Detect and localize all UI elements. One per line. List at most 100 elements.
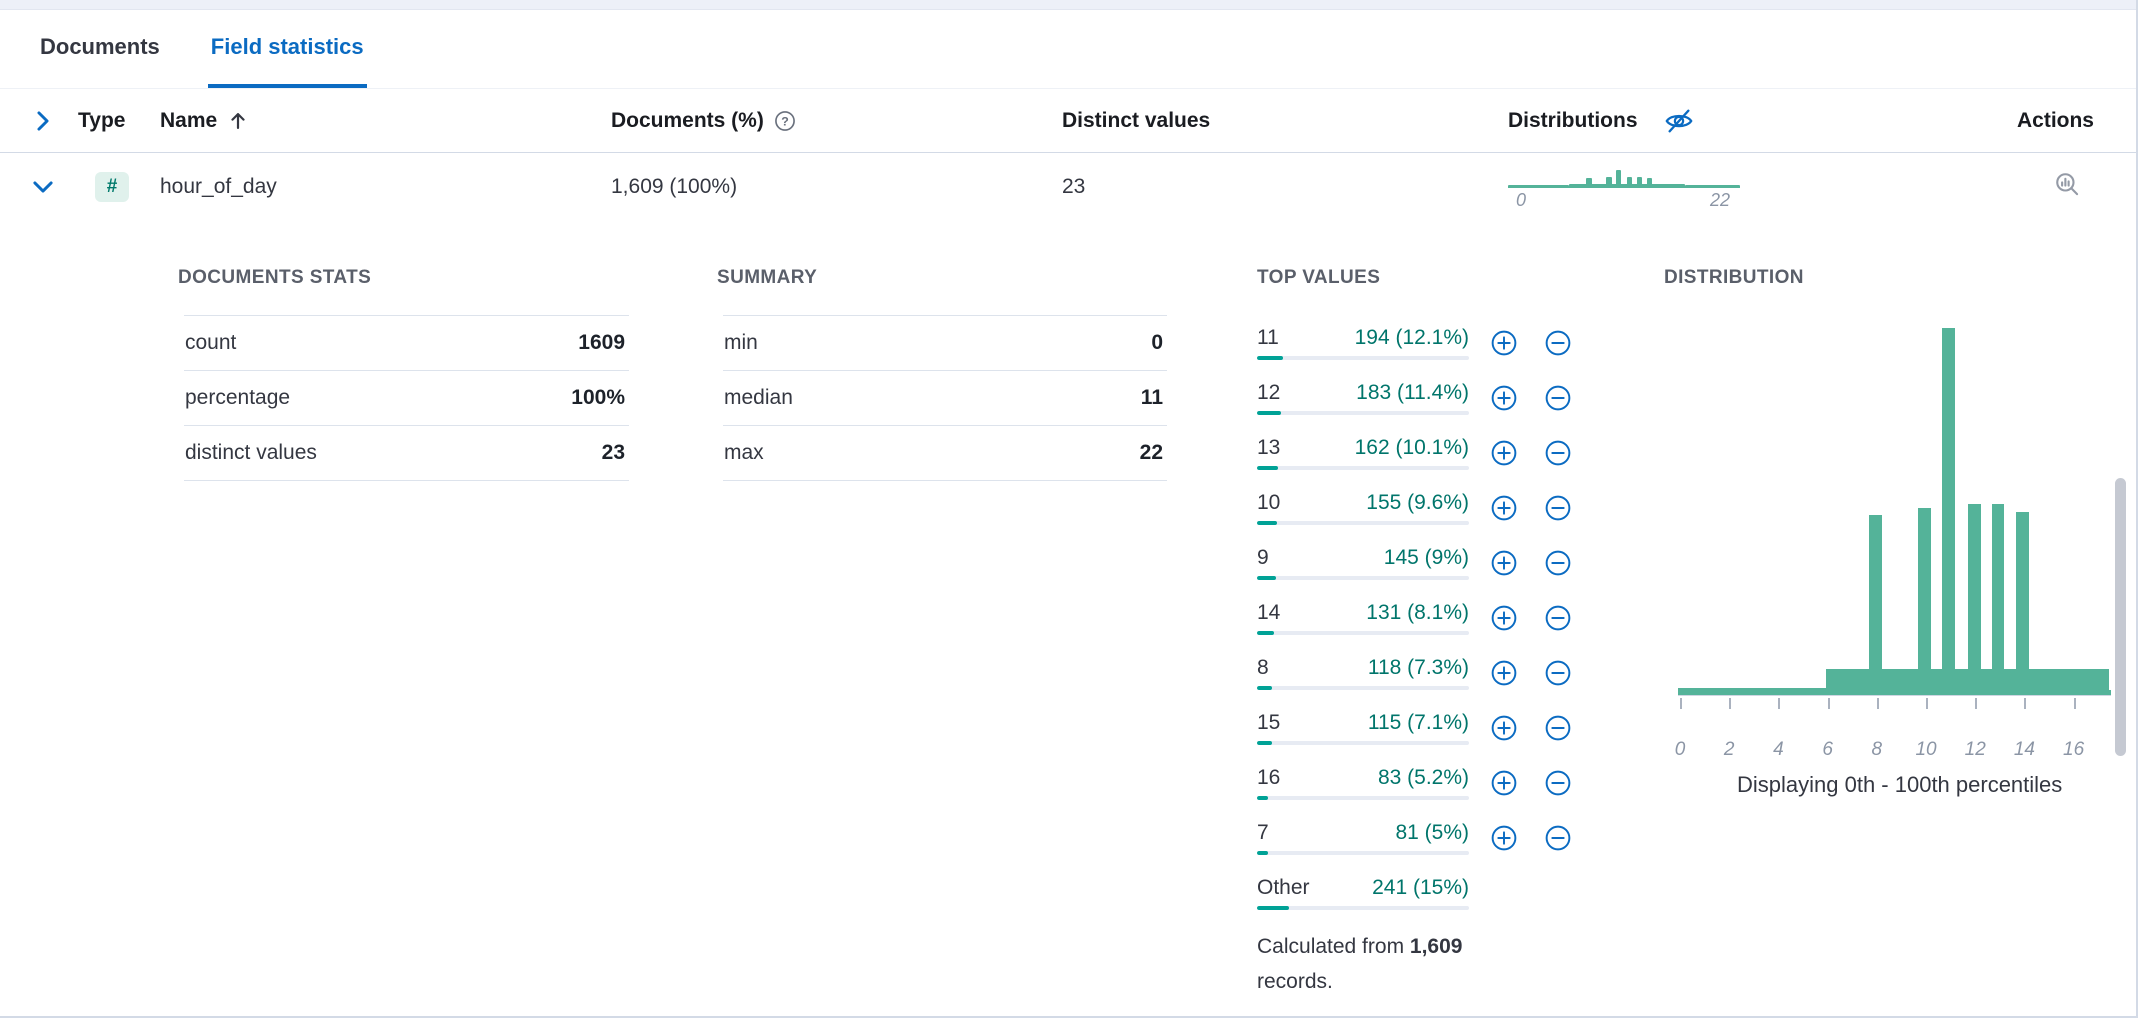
col-header-actions-label: Actions: [2016, 108, 2094, 132]
top-value-count-link[interactable]: 145 (9%): [1383, 546, 1469, 569]
filter-out-icon[interactable]: [1545, 385, 1571, 411]
panel-bottom-border: [0, 1016, 2138, 1018]
top-value-bar: [1257, 466, 1469, 470]
top-value-count-link[interactable]: 81 (5%): [1395, 821, 1469, 844]
histogram-bar: [1991, 504, 2004, 695]
field-details-panel: DOCUMENTS STATS count 1609 percentage 100% d…: [0, 221, 2138, 1018]
col-header-type[interactable]: Type: [78, 109, 160, 133]
filter-for-icon[interactable]: [1491, 495, 1517, 521]
filter-for-icon[interactable]: [1491, 605, 1517, 631]
sparkline-bar: [1636, 177, 1642, 188]
sparkline-axis-labels: 0 22: [1508, 190, 1740, 211]
axis-tick-label: 2: [1723, 739, 1735, 760]
top-value-key: 7: [1257, 821, 1269, 844]
footnote-count: 1,609: [1409, 935, 1463, 958]
filter-for-icon[interactable]: [1491, 825, 1517, 851]
distribution-title: DISTRIBUTION: [1664, 267, 1804, 288]
stats-row: min 0: [723, 316, 1167, 371]
top-value-key: 9: [1257, 546, 1269, 569]
histogram-bar: [1942, 328, 1955, 695]
col-header-documents[interactable]: Documents (%) ?: [611, 109, 1062, 133]
footnote-suffix: records.: [1257, 969, 1333, 993]
top-value-bar: [1257, 906, 1469, 910]
axis-tick: [1778, 698, 1781, 709]
tab-field-statistics[interactable]: Field statistics: [207, 10, 367, 88]
stats-row: percentage 100%: [184, 371, 629, 426]
filter-for-icon[interactable]: [1491, 660, 1517, 686]
axis-tick-label: 10: [1915, 739, 1937, 760]
stat-label: median: [724, 386, 793, 409]
top-value-bar: [1257, 411, 1469, 415]
filter-out-icon[interactable]: [1545, 440, 1571, 466]
axis-tick: [1876, 698, 1879, 709]
top-value-count-link[interactable]: 115 (7.1%): [1367, 711, 1469, 734]
col-header-name[interactable]: Name: [160, 109, 611, 133]
top-value-count-link[interactable]: 162 (10.1%): [1354, 436, 1469, 459]
distributions-visibility-icon[interactable]: [1664, 106, 1694, 136]
histogram-bar: [2108, 689, 2111, 695]
top-value-item: 10 155 (9.6%): [1257, 486, 1597, 541]
axis-tick: [1827, 698, 1830, 709]
field-name: hour_of_day: [160, 175, 277, 198]
filter-out-icon[interactable]: [1545, 330, 1571, 356]
stats-row: distinct values 23: [184, 426, 629, 481]
top-value-key: 16: [1257, 766, 1281, 789]
filter-out-icon[interactable]: [1545, 605, 1571, 631]
filter-out-icon[interactable]: [1545, 715, 1571, 741]
summary-title: SUMMARY: [717, 267, 818, 288]
filter-for-icon[interactable]: [1491, 715, 1517, 741]
filter-out-icon[interactable]: [1545, 495, 1571, 521]
filter-for-icon[interactable]: [1491, 440, 1517, 466]
top-value-count-link[interactable]: 155 (9.6%): [1366, 491, 1469, 514]
filter-for-icon[interactable]: [1491, 550, 1517, 576]
axis-tick-label: 14: [2013, 739, 2035, 760]
stats-row: median 11: [723, 371, 1167, 426]
top-value-count-link[interactable]: 118 (7.3%): [1367, 656, 1469, 679]
filter-for-icon[interactable]: [1491, 330, 1517, 356]
col-header-distinct[interactable]: Distinct values: [1062, 109, 1508, 133]
page-background-strip: [0, 0, 2138, 10]
stat-label: distinct values: [185, 441, 317, 464]
sort-ascending-icon[interactable]: [227, 110, 249, 132]
top-value-item: Other 241 (15%): [1257, 871, 1597, 926]
summary-table: min 0 median 11 max 22: [723, 315, 1167, 481]
tab-bar: Documents Field statistics: [0, 10, 2138, 89]
axis-tick: [1729, 698, 1732, 709]
filter-out-icon[interactable]: [1545, 550, 1571, 576]
documents-stats-section: DOCUMENTS STATS count 1609 percentage 100% d…: [178, 267, 638, 481]
distribution-chart: 0 2 4 6 8 10 12 14 16 Displaying 0th - 100th per…: [1675, 328, 2111, 797]
top-value-count-link[interactable]: 83 (5.2%): [1377, 766, 1469, 789]
filter-for-icon[interactable]: [1491, 770, 1517, 796]
axis-tick: [1926, 698, 1929, 709]
stats-row: max 22: [723, 426, 1167, 481]
vertical-scrollbar[interactable]: [2115, 478, 2126, 756]
axis-tick-label: 6: [1822, 739, 1833, 760]
expand-all-icon[interactable]: [30, 108, 56, 134]
collapse-row-icon[interactable]: [30, 174, 56, 200]
top-values-title: TOP VALUES: [1257, 267, 1381, 288]
top-value-count-link[interactable]: 131 (8.1%): [1366, 601, 1469, 624]
distribution-histogram: [1678, 328, 2111, 696]
axis-tick: [2024, 698, 2027, 709]
field-row-hour-of-day[interactable]: # hour_of_day 1,609 (100%) 23 0 22: [0, 153, 2138, 221]
top-value-count-link[interactable]: 194 (12.1%): [1354, 326, 1469, 349]
top-value-item: 13 162 (10.1%): [1257, 431, 1597, 486]
filter-for-icon[interactable]: [1491, 385, 1517, 411]
filter-out-icon[interactable]: [1545, 770, 1571, 796]
filter-out-icon[interactable]: [1545, 660, 1571, 686]
filter-out-icon[interactable]: [1545, 825, 1571, 851]
col-header-distinct-label: Distinct values: [1062, 108, 1211, 132]
documents-count-cell: 1,609 (100%): [611, 175, 1062, 199]
explore-in-lens-icon[interactable]: [2054, 171, 2080, 197]
table-header-row: Type Name Documents (%) ? Distinct value…: [0, 89, 2138, 153]
histogram-bar: [1917, 507, 1932, 695]
panel-right-border: [2136, 0, 2138, 1018]
top-value-key: 13: [1257, 436, 1281, 459]
col-header-actions: Actions: [2017, 109, 2094, 133]
tab-documents[interactable]: Documents: [40, 34, 160, 59]
help-icon[interactable]: ?: [774, 110, 796, 132]
top-value-key: 10: [1257, 491, 1281, 514]
top-value-count-link[interactable]: 241 (15%): [1372, 876, 1469, 899]
top-value-count-link[interactable]: 183 (11.4%): [1356, 381, 1469, 404]
footnote-text: Calculated from: [1257, 935, 1410, 958]
